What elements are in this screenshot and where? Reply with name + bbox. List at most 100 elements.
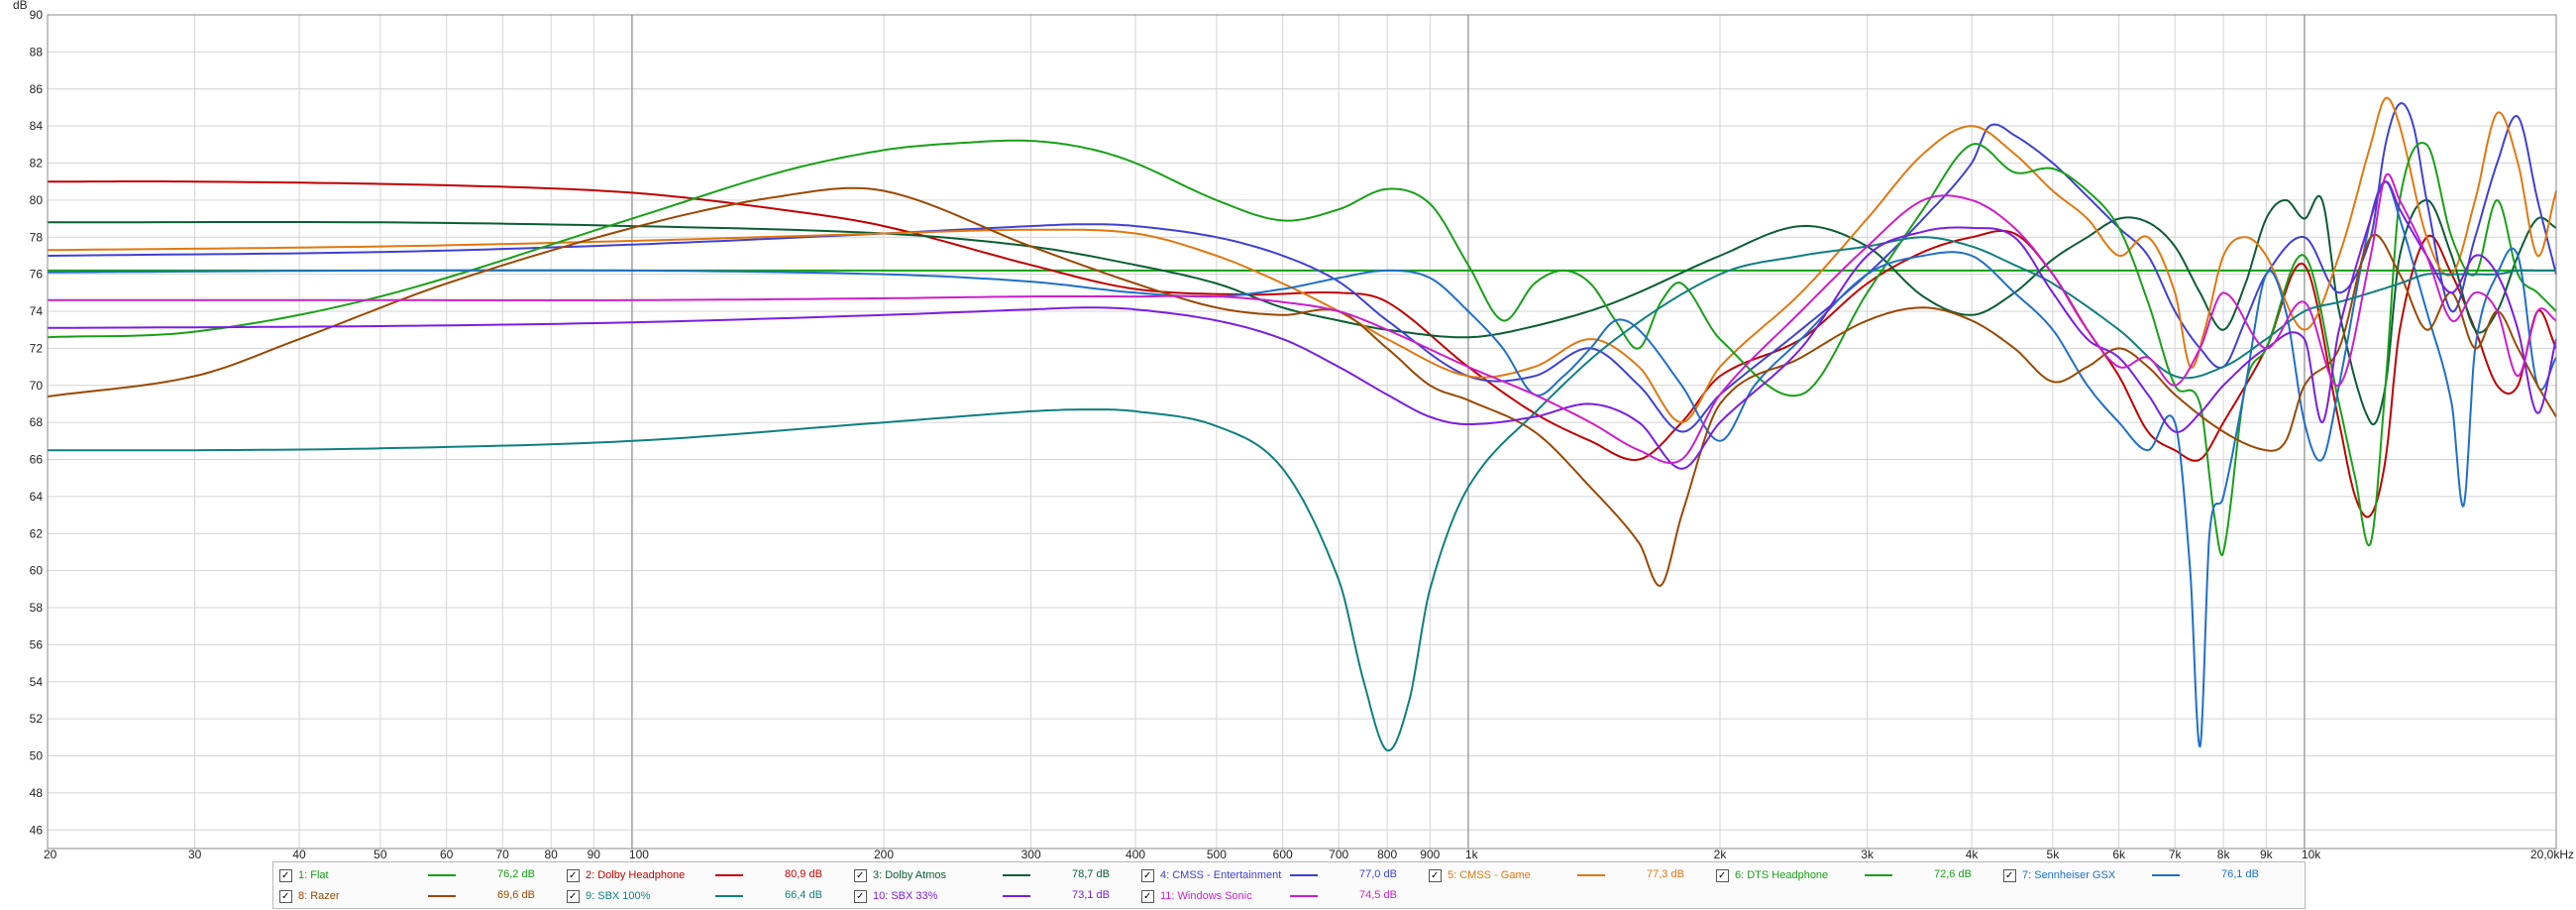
legend-value: 74,5 dB	[1359, 889, 1397, 901]
x-tick-label: 900	[1420, 848, 1440, 860]
series-lines	[47, 96, 2557, 752]
legend-value: 72,6 dB	[1934, 868, 1972, 880]
y-axis-ticks: 46 48 50 52 54 56 58 60 62 64 66 68 70 72 74 76 78 80 82 84…	[30, 8, 44, 837]
series-line-4	[47, 102, 2557, 433]
x-tick-label: 10k	[2302, 848, 2321, 860]
legend-label: 4: CMSS - Entertainment	[1160, 869, 1282, 881]
x-tick-label: 1k	[1465, 848, 1479, 860]
legend-swatch	[428, 874, 456, 876]
x-tick-label: 90	[588, 848, 601, 860]
legend-item[interactable]: 11: Windows Sonic	[1141, 887, 1252, 905]
legend-value: 69,6 dB	[497, 889, 535, 901]
legend-item[interactable]: 7: Sennheiser GSX	[2003, 866, 2115, 884]
legend-value: 77,0 dB	[1359, 868, 1397, 880]
legend-item[interactable]: 10: SBX 33%	[854, 887, 937, 905]
legend-swatch	[715, 874, 743, 876]
x-tick-label: 30	[188, 848, 202, 860]
plot-frame	[47, 14, 2557, 850]
x-tick-label: 20,0kHz	[2530, 848, 2574, 860]
legend-checkbox[interactable]	[1141, 889, 1154, 903]
legend-checkbox[interactable]	[279, 868, 292, 882]
series-line-10	[47, 180, 2557, 470]
x-tick-label: 20	[44, 848, 57, 860]
x-tick-label: 70	[496, 848, 510, 860]
series-line-6	[47, 139, 2557, 556]
x-tick-label: 5k	[2047, 848, 2061, 860]
y-tick-label: 60	[30, 564, 44, 578]
y-tick-label: 46	[30, 823, 44, 837]
legend-item[interactable]: 4: CMSS - Entertainment	[1141, 866, 1281, 884]
y-tick-label: 80	[30, 193, 44, 207]
legend-item[interactable]: 5: CMSS - Game	[1429, 866, 1531, 884]
legend-item[interactable]: 3: Dolby Atmos	[854, 866, 946, 884]
y-tick-label: 74	[30, 304, 44, 318]
legend-checkbox[interactable]	[1716, 868, 1729, 882]
legend-checkbox[interactable]	[567, 868, 580, 882]
y-tick-label: 86	[30, 82, 44, 96]
y-tick-label: 78	[30, 230, 44, 244]
x-tick-label: 800	[1377, 848, 1397, 860]
legend-label: 11: Windows Sonic	[1160, 890, 1252, 902]
x-tick-label: 7k	[2169, 848, 2183, 860]
legend-label: 10: SBX 33%	[873, 890, 938, 902]
y-tick-label: 70	[30, 379, 44, 393]
legend-item[interactable]: 2: Dolby Headphone	[567, 866, 685, 884]
y-tick-label: 56	[30, 637, 44, 651]
y-tick-label: 48	[30, 786, 44, 800]
x-tick-label: 2k	[1714, 848, 1728, 860]
y-tick-label: 68	[30, 415, 44, 429]
legend-swatch	[715, 895, 743, 897]
legend-checkbox[interactable]	[854, 868, 867, 882]
y-axis-label: dB	[13, 0, 28, 12]
legend-checkbox[interactable]	[567, 889, 580, 903]
legend-swatch	[1865, 874, 1892, 876]
y-tick-label: 54	[30, 675, 44, 689]
x-tick-label: 6k	[2112, 848, 2126, 860]
legend-label: 6: DTS Headphone	[1735, 869, 1829, 881]
x-tick-label: 3k	[1861, 848, 1875, 860]
x-axis-ticks: 20 30 40 50 60 70 80 90 100 200 300 400 500 600 700 800…	[44, 848, 2574, 860]
x-tick-label: 80	[544, 848, 558, 860]
series-line-3	[48, 194, 2557, 426]
legend-swatch	[1003, 895, 1030, 897]
y-tick-label: 58	[30, 601, 44, 615]
legend-checkbox[interactable]	[279, 889, 292, 903]
legend-item[interactable]: 6: DTS Headphone	[1716, 866, 1828, 884]
y-tick-label: 76	[30, 268, 44, 282]
legend-value: 80,9 dB	[785, 868, 822, 880]
x-tick-label: 300	[1021, 848, 1041, 860]
frequency-response-chart: 46 48 50 52 54 56 58 60 62 64 66 68 70 72 74 76 78 80 82 84…	[13, 0, 2574, 860]
series-line-9	[48, 236, 2556, 752]
y-tick-label: 84	[30, 119, 44, 133]
legend-label: 3: Dolby Atmos	[873, 869, 946, 881]
x-tick-label: 600	[1273, 848, 1293, 860]
y-tick-label: 66	[30, 453, 44, 467]
legend-value: 73,1 dB	[1072, 889, 1110, 901]
x-tick-label: 100	[629, 848, 649, 860]
legend-swatch	[1290, 895, 1318, 897]
series-line-5	[47, 96, 2557, 424]
legend-checkbox[interactable]	[2003, 868, 2016, 882]
legend-item[interactable]: 1: Flat	[279, 866, 329, 884]
legend-swatch	[2152, 874, 2180, 876]
y-tick-label: 82	[30, 157, 44, 171]
y-tick-label: 50	[30, 749, 44, 763]
x-tick-label: 50	[374, 848, 387, 860]
x-tick-label: 700	[1329, 848, 1348, 860]
legend-checkbox[interactable]	[854, 889, 867, 903]
series-line-8	[47, 186, 2557, 587]
legend-value: 76,2 dB	[497, 868, 535, 880]
legend-value: 78,7 dB	[1072, 868, 1110, 880]
legend-item[interactable]: 8: Razer	[279, 887, 340, 905]
legend-checkbox[interactable]	[1429, 868, 1442, 882]
legend-item[interactable]: 9: SBX 100%	[567, 887, 650, 905]
legend-swatch	[1577, 874, 1605, 876]
legend-label: 8: Razer	[298, 890, 340, 902]
x-tick-label: 40	[292, 848, 306, 860]
x-tick-label: 8k	[2217, 848, 2231, 860]
series-line-2	[48, 180, 2557, 518]
y-tick-label: 64	[30, 490, 44, 504]
legend-value: 77,3 dB	[1647, 868, 1684, 880]
legend-checkbox[interactable]	[1141, 868, 1154, 882]
x-tick-label: 4k	[1966, 848, 1980, 860]
